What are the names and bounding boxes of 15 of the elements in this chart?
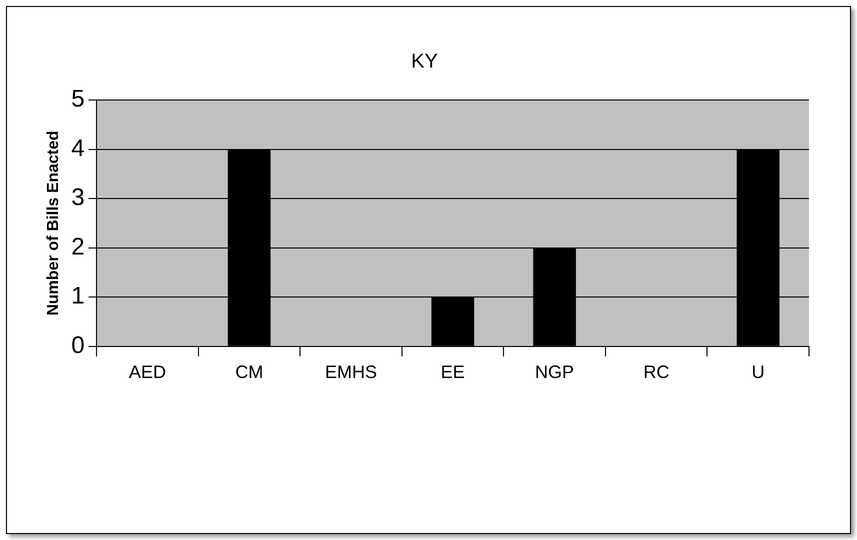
x-tick-label: EMHS xyxy=(324,362,378,382)
y-tick-label: 2 xyxy=(71,233,85,260)
y-tick-label: 3 xyxy=(71,184,85,212)
y-tick-label: 4 xyxy=(71,134,85,162)
y-tick-label: 0 xyxy=(71,332,85,360)
x-tick-label: NGP xyxy=(535,362,574,382)
x-tick-label: U xyxy=(752,362,765,382)
x-tick-label: EE xyxy=(440,362,465,382)
y-axis-title: Number of Bills Enacted xyxy=(45,130,62,316)
x-tick-label: RC xyxy=(643,362,670,382)
y-tick-label: 5 xyxy=(71,86,85,113)
y-tick-label: 1 xyxy=(71,282,85,310)
x-tick-label: AED xyxy=(128,362,166,382)
x-tick-label: CM xyxy=(235,362,264,382)
chart-title: KY xyxy=(411,50,438,73)
